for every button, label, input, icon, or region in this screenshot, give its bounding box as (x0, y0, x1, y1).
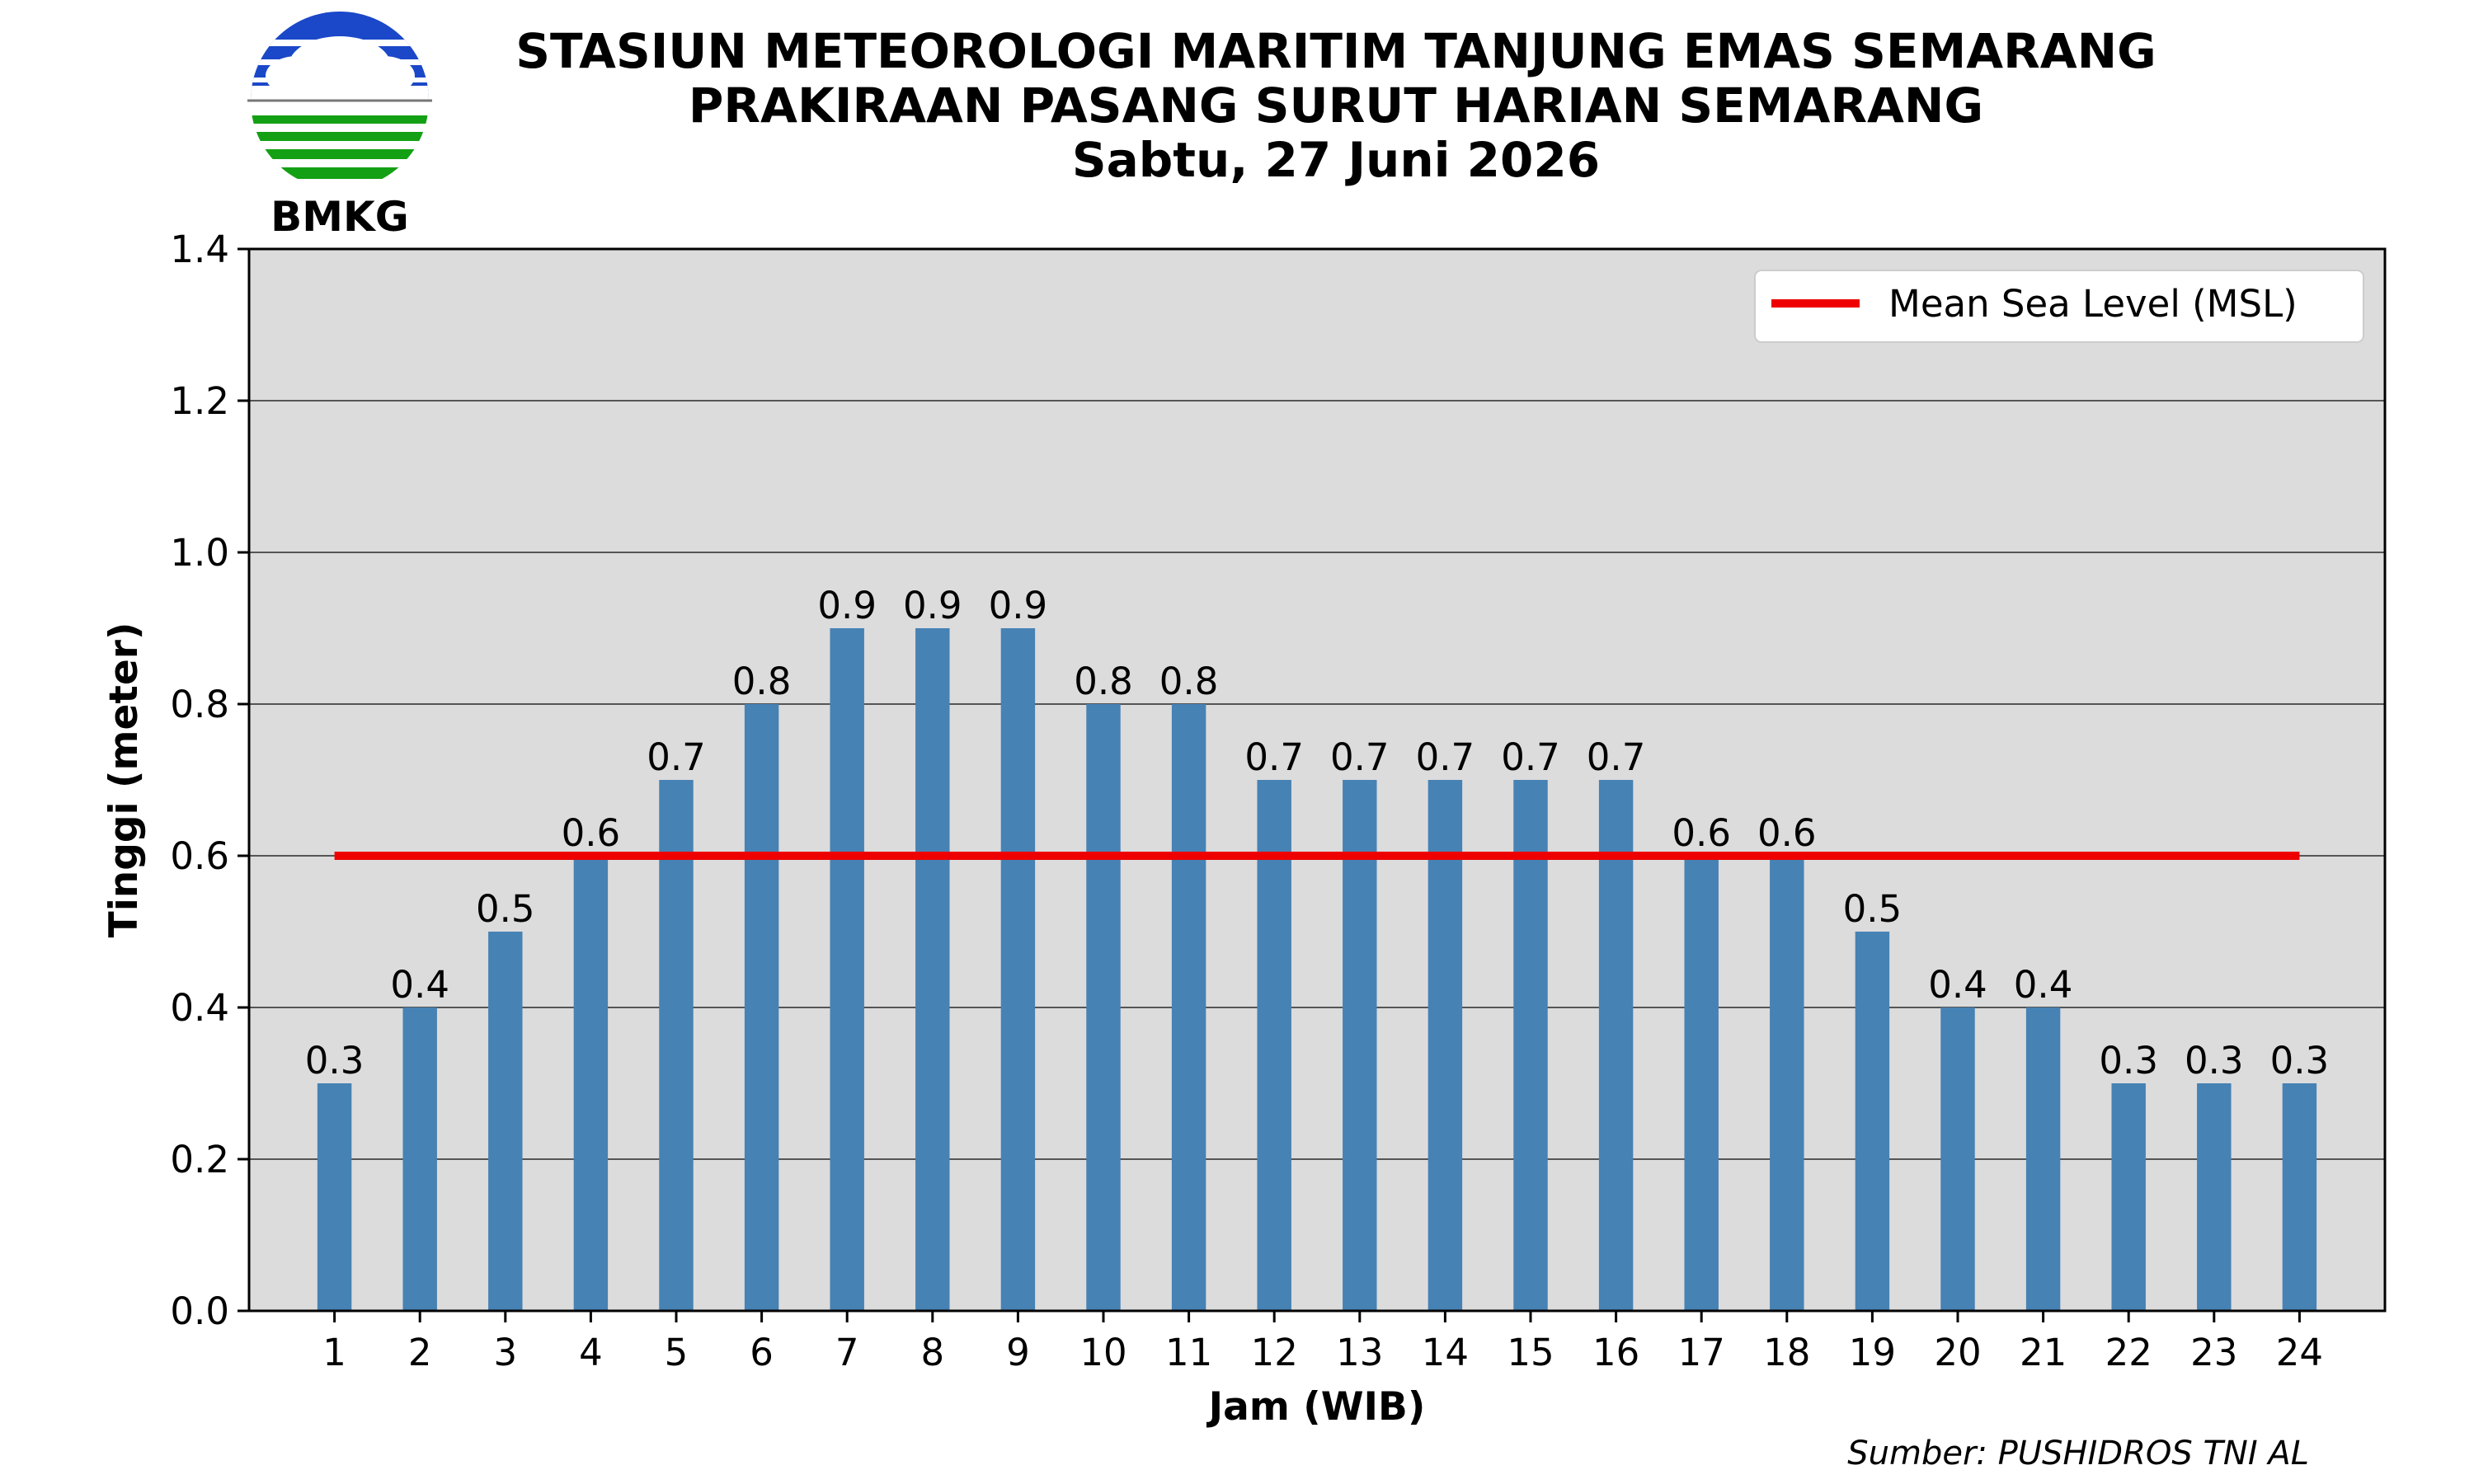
x-tick-label: 17 (1678, 1331, 1725, 1374)
chart-title-line1: STASIUN METEOROLOGI MARITIM TANJUNG EMAS… (515, 23, 2157, 79)
bar-value-label: 0.4 (390, 963, 449, 1007)
bar-value-label: 0.7 (1587, 735, 1646, 779)
bar (1598, 780, 1634, 1311)
bar (2025, 1007, 2061, 1311)
x-tick-label: 19 (1849, 1331, 1896, 1374)
plot-frame (247, 247, 2387, 1313)
bar (317, 1083, 352, 1311)
bar-value-label: 0.8 (732, 660, 792, 703)
y-tick-label: 1.0 (170, 531, 229, 575)
bar-value-label: 0.7 (1416, 735, 1475, 779)
bar (2282, 1083, 2317, 1311)
bar-value-label: 0.5 (1843, 887, 1903, 931)
bar (402, 1007, 437, 1311)
bar-value-label: 0.9 (989, 584, 1048, 627)
bar (1257, 780, 1291, 1311)
bar-value-labels: 0.3 0.4 0.5 0.6 0.7 0.8 0.9 0.9 0.9 0.8 0.8 0.7 0.7 0… (305, 584, 2329, 1082)
chart-title-line3: Sabtu, 27 Juni 2026 (1072, 132, 1600, 188)
bar-value-label: 0.3 (305, 1039, 365, 1082)
y-tick-label: 0.0 (170, 1289, 229, 1333)
bar (1086, 704, 1121, 1311)
bar (1940, 1007, 1975, 1311)
x-tick-label: 14 (1422, 1331, 1469, 1374)
x-tick-label: 18 (1763, 1331, 1810, 1374)
x-tick-label: 11 (1165, 1331, 1212, 1374)
bar-value-label: 0.8 (1159, 660, 1219, 703)
bar-value-label: 0.6 (562, 811, 621, 855)
x-tick-label: 6 (750, 1331, 774, 1374)
bar-value-label: 0.8 (1074, 660, 1133, 703)
x-tick-label: 7 (835, 1331, 859, 1374)
x-tick-label: 4 (579, 1331, 603, 1374)
x-tick-label: 12 (1251, 1331, 1298, 1374)
y-tick-label: 1.2 (170, 379, 229, 423)
bar (2111, 1083, 2146, 1311)
x-tick-label: 16 (1592, 1331, 1639, 1374)
x-tick-label: 21 (2020, 1331, 2067, 1374)
y-tick-label: 0.8 (170, 683, 229, 726)
y-tick-label: 0.4 (170, 986, 229, 1030)
bar (744, 704, 779, 1311)
chart-title-line2: PRAKIRAAN PASANG SURUT HARIAN SEMARANG (689, 77, 1983, 134)
bar (1171, 704, 1206, 1311)
x-tick-label: 24 (2276, 1331, 2323, 1374)
x-tick-label: 5 (665, 1331, 689, 1374)
y-axis-ticks: 0.0 0.2 0.4 0.6 0.8 1.0 1.2 1.4 (170, 228, 249, 1333)
bars (317, 628, 2317, 1311)
legend: Mean Sea Level (MSL) (1754, 270, 2364, 343)
x-tick-label: 3 (493, 1331, 517, 1374)
x-tick-label: 2 (408, 1331, 432, 1374)
legend-box (1754, 270, 2364, 343)
x-tick-label: 13 (1336, 1331, 1383, 1374)
legend-msl-label: Mean Sea Level (MSL) (1888, 282, 2298, 326)
y-tick-label: 1.4 (170, 228, 229, 271)
bar-value-label: 0.6 (1672, 811, 1731, 855)
bar (573, 856, 609, 1311)
bar (830, 628, 864, 1311)
bar-value-label: 0.3 (2185, 1039, 2244, 1082)
y-tick-label: 0.6 (170, 834, 229, 878)
logo-land (251, 115, 429, 124)
bar-value-label: 0.3 (2099, 1039, 2158, 1082)
x-tick-label: 20 (1934, 1331, 1981, 1374)
bar-value-label: 0.5 (476, 887, 535, 931)
logo-text: BMKG (270, 193, 409, 241)
bar (1427, 780, 1463, 1311)
x-axis-ticks: 1 2 3 4 5 6 7 8 9 10 11 12 13 14 15 16 17 18 19 20 21 22 23 24 (322, 1311, 2323, 1374)
bar-value-label: 0.7 (647, 735, 706, 779)
x-tick-label: 10 (1079, 1331, 1126, 1374)
x-tick-label: 9 (1006, 1331, 1030, 1374)
bmkg-logo: BMKG (247, 12, 432, 241)
bar (1513, 780, 1548, 1311)
y-tick-label: 0.2 (170, 1138, 229, 1181)
bar-value-label: 0.4 (2014, 963, 2073, 1007)
x-tick-label: 8 (920, 1331, 944, 1374)
bar (1684, 856, 1719, 1311)
source-note: Sumber: PUSHIDROS TNI AL (1847, 1435, 2309, 1472)
bar-value-label: 0.3 (2270, 1039, 2330, 1082)
bar-value-label: 0.7 (1244, 735, 1304, 779)
x-tick-label: 23 (2190, 1331, 2237, 1374)
bar (488, 932, 523, 1311)
bar (1770, 856, 1804, 1311)
y-axis-label: Tinggi (meter) (101, 622, 147, 938)
bar (659, 780, 694, 1311)
plot-area (249, 249, 2385, 1311)
bar-value-label: 0.7 (1330, 735, 1390, 779)
bar-value-label: 0.6 (1757, 811, 1817, 855)
bar-value-label: 0.4 (1928, 963, 1987, 1007)
x-tick-label: 22 (2105, 1331, 2152, 1374)
x-axis-label: Jam (WIB) (1206, 1384, 1426, 1430)
x-tick-label: 1 (322, 1331, 346, 1374)
bar (1343, 780, 1377, 1311)
bar-value-label: 0.7 (1501, 735, 1560, 779)
bar-value-label: 0.9 (817, 584, 877, 627)
bar (2197, 1083, 2232, 1311)
bar (915, 628, 950, 1311)
x-tick-label: 15 (1507, 1331, 1554, 1374)
bar (1855, 932, 1890, 1311)
bar-value-label: 0.9 (903, 584, 962, 627)
bar (1000, 628, 1036, 1311)
